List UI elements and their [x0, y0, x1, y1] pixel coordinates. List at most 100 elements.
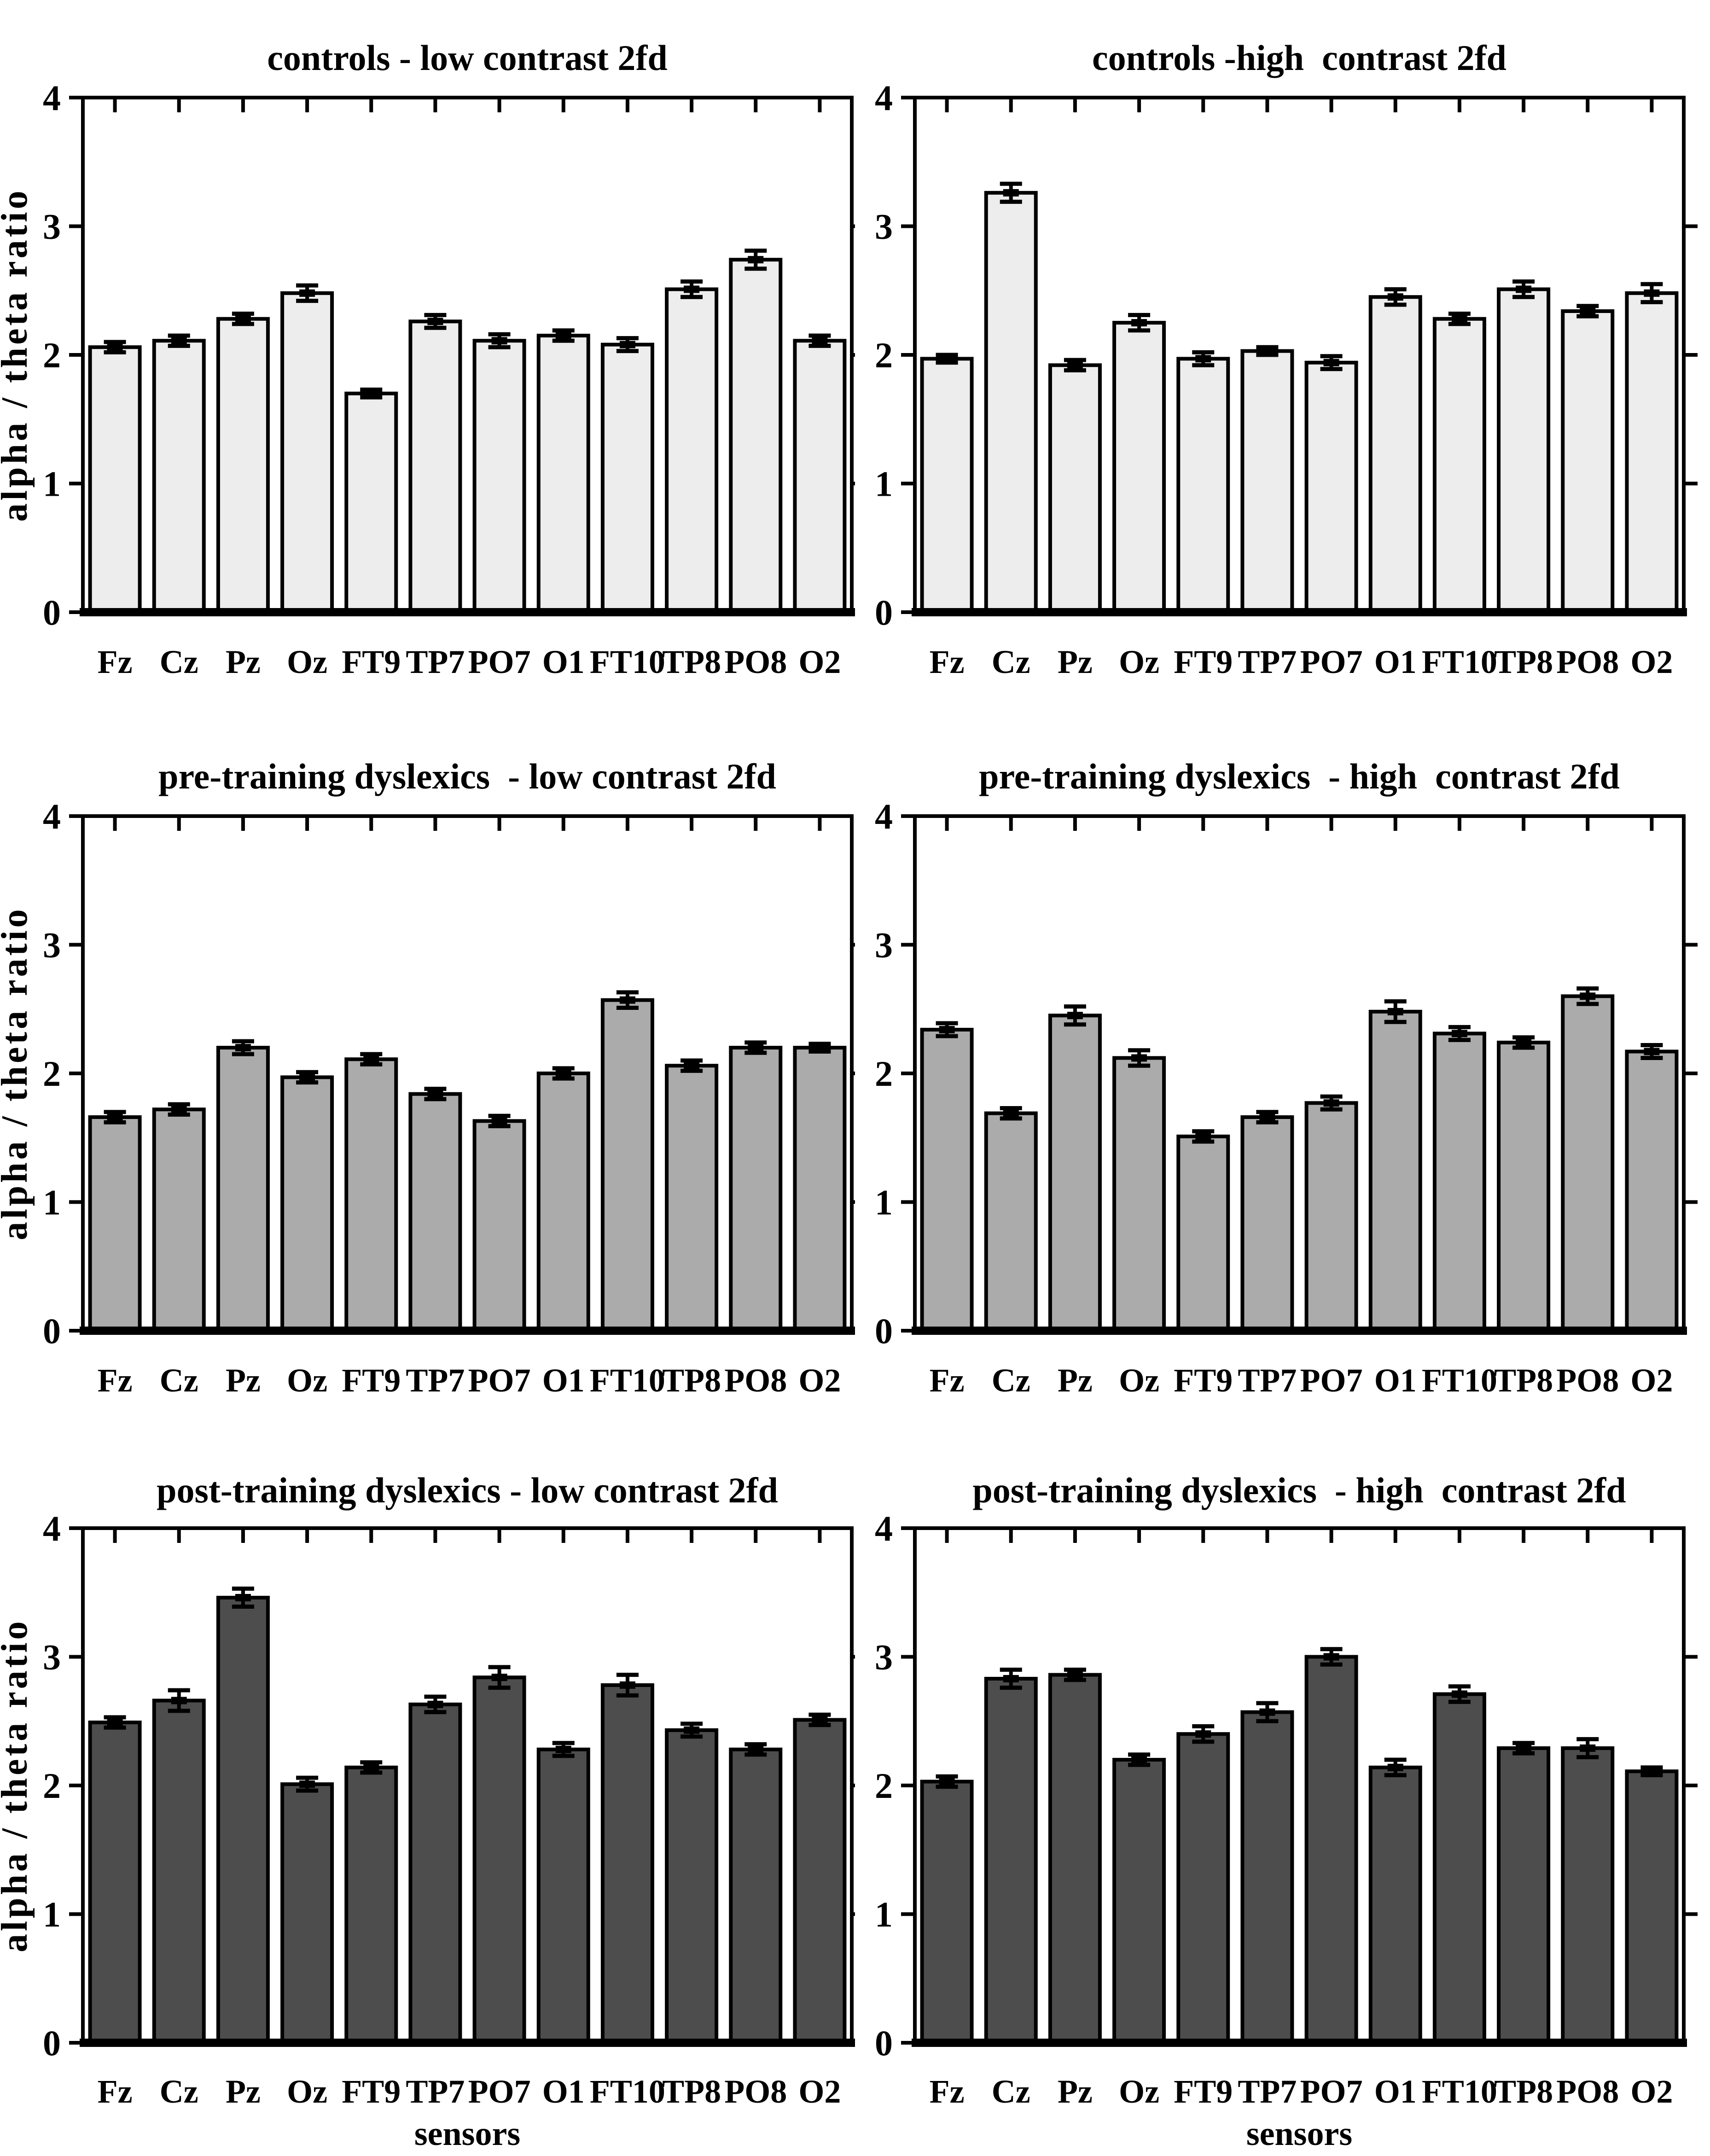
bar-PO8: [729, 1046, 783, 1333]
bar-O2: [1625, 291, 1679, 614]
error-bar-mean-marker: [235, 1044, 251, 1052]
error-bar-mean-marker: [1131, 319, 1147, 327]
error-bar-mean-marker: [491, 337, 507, 345]
bar-Fz: [88, 1721, 142, 2045]
x-tick-label-Fz: Fz: [930, 2073, 965, 2110]
error-bar-mean-marker: [1323, 1653, 1339, 1661]
error-bar-mean-marker: [299, 289, 315, 297]
x-axis-label: sensors: [1246, 2115, 1352, 2153]
x-tick-label-Pz: Pz: [1058, 643, 1093, 680]
x-tick-label-O1: O1: [1374, 643, 1417, 680]
error-bar-mean-marker: [619, 1681, 635, 1689]
y-tick-label-1: 1: [43, 1182, 61, 1223]
error-bar-mean-marker: [1387, 293, 1403, 301]
bar-Fz: [920, 1779, 974, 2045]
y-tick-label-1: 1: [875, 464, 893, 504]
error-bar-mean-marker: [1003, 1109, 1019, 1117]
x-tick-label-PO7: PO7: [468, 2073, 531, 2110]
error-bar-mean-marker: [491, 1674, 507, 1681]
bar-TP8: [1497, 1040, 1551, 1333]
x-tick-label-FT10: FT10: [590, 1362, 665, 1399]
error-bar-mean-marker: [684, 285, 700, 293]
x-tick-label-Pz: Pz: [1058, 1362, 1093, 1399]
x-tick-label-Cz: Cz: [160, 2073, 198, 2110]
error-bar-mean-marker: [171, 1106, 187, 1113]
x-tick-label-PO8: PO8: [724, 1362, 787, 1399]
panel-controls-low-contrast: controls - low contrast 2fd Fz Cz Pz Oz FT9 TP…: [0, 0, 855, 719]
figure-row-pre-training: pre-training dyslexics - low contrast 2f…: [0, 719, 1710, 1437]
bar-O1: [536, 1072, 590, 1333]
x-tick-label-O2: O2: [798, 2073, 841, 2110]
x-tick-label-Oz: Oz: [287, 2073, 327, 2110]
error-bar-mean-marker: [1067, 361, 1083, 369]
chart-svg: pre-training dyslexics - high contrast 2…: [875, 756, 1698, 1399]
error-bar-mean-marker: [1067, 1012, 1083, 1020]
bar-Pz: [1048, 1673, 1102, 2045]
bar-TP8: [1497, 287, 1551, 614]
x-tick-label-Cz: Cz: [992, 2073, 1030, 2110]
panel-pre-training-low-contrast: pre-training dyslexics - low contrast 2f…: [0, 719, 855, 1437]
x-tick-label-O2: O2: [1630, 1362, 1673, 1399]
x-tick-label-Oz: Oz: [1119, 2073, 1159, 2110]
y-tick-label-1: 1: [875, 1895, 893, 1935]
bar-Cz: [152, 1698, 206, 2045]
error-bar-mean-marker: [1644, 1768, 1660, 1775]
error-bar-mean-marker: [1451, 1690, 1467, 1698]
y-tick-label-4: 4: [875, 78, 893, 118]
error-bar-mean-marker: [619, 996, 635, 1004]
y-tick-label-4: 4: [43, 78, 61, 118]
bar-Pz: [1048, 1014, 1102, 1333]
error-bar-mean-marker: [1323, 1099, 1339, 1107]
error-bar-mean-marker: [939, 1778, 955, 1785]
error-bar-mean-marker: [1516, 1038, 1532, 1046]
x-tick-label-TP8: TP8: [662, 2073, 721, 2110]
bar-FT9: [1176, 357, 1230, 614]
x-tick-label-TP7: TP7: [406, 2073, 465, 2110]
x-tick-label-O2: O2: [798, 643, 841, 680]
error-bar-mean-marker: [171, 337, 187, 345]
error-bar-mean-marker: [363, 1055, 379, 1063]
error-bar-mean-marker: [1003, 189, 1019, 197]
bar-O1: [1368, 1765, 1422, 2045]
x-tick-label-FT9: FT9: [342, 2073, 401, 2110]
error-bar-mean-marker: [1516, 1744, 1532, 1752]
y-tick-label-0: 0: [875, 592, 893, 632]
error-bar-mean-marker: [107, 1113, 123, 1121]
error-bar-mean-marker: [1387, 1008, 1403, 1015]
error-bar-mean-marker: [363, 1763, 379, 1771]
x-tick-label-FT10: FT10: [1422, 2073, 1497, 2110]
error-bar-mean-marker: [299, 1780, 315, 1788]
figure-row-controls: controls - low contrast 2fd Fz Cz Pz Oz FT9 TP…: [0, 0, 1710, 719]
y-tick-label-2: 2: [43, 335, 61, 375]
bar-O2: [793, 1046, 847, 1333]
chart-svg: pre-training dyslexics - low contrast 2f…: [0, 756, 855, 1399]
error-bar-mean-marker: [812, 1716, 828, 1724]
x-tick-label-PO7: PO7: [1300, 2073, 1363, 2110]
chart-svg: post-training dyslexics - high contrast …: [875, 1470, 1698, 2153]
y-tick-label-4: 4: [875, 796, 893, 836]
x-tick-label-PO7: PO7: [468, 1362, 531, 1399]
error-bar-mean-marker: [427, 1700, 443, 1708]
x-tick-label-Oz: Oz: [287, 1362, 327, 1399]
y-tick-label-4: 4: [875, 1508, 893, 1548]
panel-pre-training-high-contrast: pre-training dyslexics - high contrast 2…: [855, 719, 1710, 1437]
x-tick-label-PO8: PO8: [1556, 2073, 1619, 2110]
x-tick-label-FT9: FT9: [1174, 643, 1233, 680]
chart-title: post-training dyslexics - low contrast 2…: [157, 1470, 778, 1510]
error-bar-mean-marker: [1387, 1763, 1403, 1771]
y-tick-label-3: 3: [43, 925, 61, 965]
bar-FT9: [344, 1765, 398, 2045]
bar-PO7: [1304, 1101, 1358, 1333]
error-bar-mean-marker: [939, 1026, 955, 1033]
bar-TP7: [408, 319, 462, 614]
bar-O1: [1368, 1009, 1422, 1333]
error-bar-mean-marker: [1580, 307, 1596, 315]
y-tick-label-4: 4: [43, 796, 61, 836]
x-tick-label-O1: O1: [542, 2073, 585, 2110]
bar-PO8: [729, 1747, 783, 2045]
error-bar-mean-marker: [1516, 285, 1532, 293]
x-tick-label-TP8: TP8: [662, 1362, 721, 1399]
x-tick-label-Fz: Fz: [930, 643, 965, 680]
